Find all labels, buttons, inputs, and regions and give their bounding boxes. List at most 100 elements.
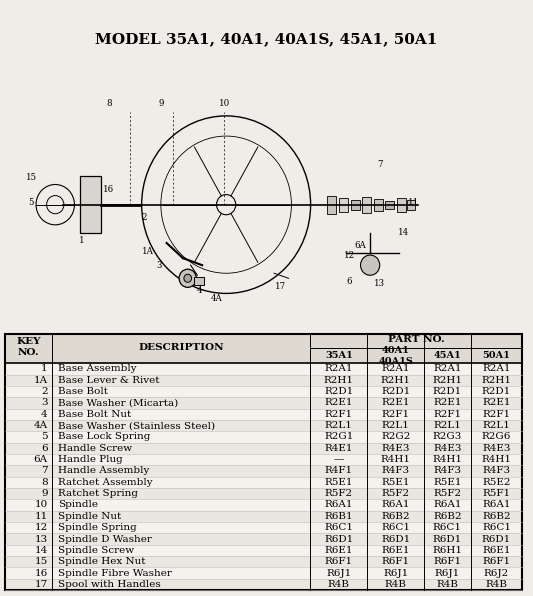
Text: R6A1: R6A1 (325, 501, 353, 510)
Text: R5F2: R5F2 (325, 489, 353, 498)
Text: R6F1: R6F1 (433, 557, 462, 566)
Bar (5, 443, 522, 454)
Bar (5, 488, 522, 499)
Text: 11: 11 (35, 512, 48, 521)
Text: R2L1: R2L1 (382, 421, 409, 430)
Text: MODEL 35A1, 40A1, 40A1S, 45A1, 50A1: MODEL 35A1, 40A1, 40A1S, 45A1, 50A1 (95, 32, 438, 46)
Text: R2A1: R2A1 (482, 364, 511, 374)
Text: R2D1: R2D1 (482, 387, 511, 396)
Text: R2H1: R2H1 (381, 375, 410, 385)
Text: 12: 12 (35, 523, 48, 532)
Bar (5, 533, 522, 545)
Bar (5, 579, 522, 590)
Bar (5, 363, 522, 374)
Text: R2L1: R2L1 (325, 421, 353, 430)
Text: 10: 10 (219, 100, 230, 108)
Text: 15: 15 (35, 557, 48, 566)
Text: R4E3: R4E3 (433, 444, 462, 453)
Text: R5F2: R5F2 (433, 489, 462, 498)
Text: R6C1: R6C1 (482, 523, 511, 532)
Text: KEY
NO.: KEY NO. (17, 337, 41, 357)
Text: R4B: R4B (437, 580, 458, 589)
Text: 14: 14 (35, 546, 48, 555)
Text: R4B: R4B (486, 580, 507, 589)
Text: R5F2: R5F2 (382, 489, 410, 498)
Text: R6D1: R6D1 (381, 535, 410, 544)
Text: R4B: R4B (385, 580, 407, 589)
Bar (407, 200, 415, 210)
Text: Handle Assembly: Handle Assembly (58, 467, 149, 476)
Text: Spool with Handles: Spool with Handles (58, 580, 161, 589)
Text: R6C1: R6C1 (381, 523, 410, 532)
Text: Spindle Nut: Spindle Nut (58, 512, 122, 521)
Text: R6B2: R6B2 (433, 512, 462, 521)
Bar (5, 432, 522, 443)
Text: R6F1: R6F1 (482, 557, 511, 566)
Text: R4H1: R4H1 (381, 455, 410, 464)
Text: R4F1: R4F1 (325, 467, 353, 476)
Circle shape (184, 274, 191, 283)
Text: R6D1: R6D1 (482, 535, 511, 544)
Text: R6F1: R6F1 (325, 557, 353, 566)
Text: R2G2: R2G2 (381, 433, 410, 442)
Bar (5, 454, 522, 465)
Text: Base Lock Spring: Base Lock Spring (58, 433, 150, 442)
Text: 35A1: 35A1 (325, 352, 353, 361)
Text: R4E1: R4E1 (325, 444, 353, 453)
Text: 50A1: 50A1 (482, 352, 511, 361)
Bar (362, 197, 371, 213)
Text: —: — (334, 455, 344, 464)
Text: 11: 11 (408, 198, 419, 207)
Text: Handle Plug: Handle Plug (58, 455, 123, 464)
Text: Spindle: Spindle (58, 501, 98, 510)
Text: R2G6: R2G6 (482, 433, 511, 442)
Text: R2A1: R2A1 (325, 364, 353, 374)
Bar (80, 176, 101, 233)
Text: 17: 17 (35, 580, 48, 589)
Text: 5: 5 (41, 433, 48, 442)
Text: R4F3: R4F3 (482, 467, 511, 476)
Text: R2H1: R2H1 (432, 375, 462, 385)
Text: R4H1: R4H1 (432, 455, 462, 464)
Bar (5, 334, 522, 363)
Text: R6J1: R6J1 (326, 569, 351, 578)
Bar (5, 556, 522, 567)
Text: R6F1: R6F1 (382, 557, 410, 566)
Text: R6A1: R6A1 (382, 501, 410, 510)
Text: 1A: 1A (141, 247, 154, 256)
Text: R6E1: R6E1 (382, 546, 410, 555)
Text: R6J1: R6J1 (435, 569, 460, 578)
Bar (351, 200, 360, 210)
Text: 13: 13 (374, 279, 385, 288)
Bar (5, 522, 522, 533)
Text: R2E1: R2E1 (382, 398, 410, 408)
Text: 16: 16 (35, 569, 48, 578)
Text: R4F3: R4F3 (382, 467, 410, 476)
Text: Base Bolt Nut: Base Bolt Nut (58, 410, 131, 419)
Text: R6D1: R6D1 (324, 535, 353, 544)
Bar (5, 409, 522, 420)
Bar (5, 386, 522, 398)
Text: R6B2: R6B2 (381, 512, 410, 521)
Text: 16: 16 (102, 185, 114, 194)
Text: Spindle Hex Nut: Spindle Hex Nut (58, 557, 146, 566)
Text: Spindle Spring: Spindle Spring (58, 523, 137, 532)
Bar (5, 398, 522, 409)
Text: 13: 13 (35, 535, 48, 544)
Text: R2A1: R2A1 (382, 364, 410, 374)
Text: 17: 17 (275, 282, 286, 291)
Bar (5, 477, 522, 488)
Circle shape (179, 269, 196, 287)
Bar (5, 499, 522, 511)
Text: Spindle Fibre Washer: Spindle Fibre Washer (58, 569, 172, 578)
Text: 2: 2 (142, 213, 147, 222)
Text: R6E1: R6E1 (482, 546, 511, 555)
Text: R2E1: R2E1 (482, 398, 511, 408)
Text: 4A: 4A (34, 421, 48, 430)
Text: Ratchet Assembly: Ratchet Assembly (58, 478, 152, 487)
Text: R6J2: R6J2 (484, 569, 509, 578)
Text: 6: 6 (41, 444, 48, 453)
Text: R2E1: R2E1 (433, 398, 462, 408)
Bar (195, 277, 204, 285)
Text: R5E1: R5E1 (382, 478, 410, 487)
